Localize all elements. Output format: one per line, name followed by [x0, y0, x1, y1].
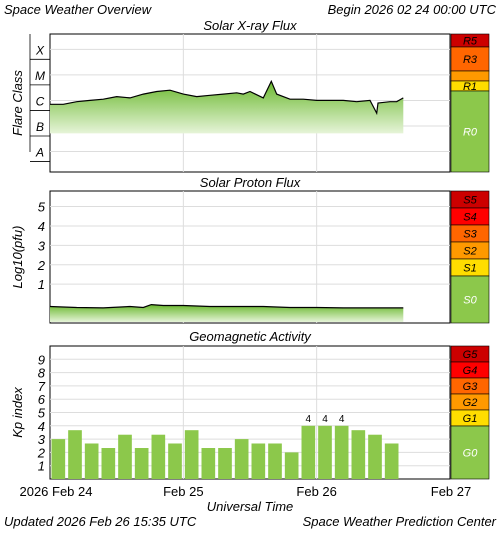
y-tick-label: 1: [38, 459, 45, 474]
kp-bar: [168, 443, 182, 479]
y-axis-label: Kp index: [10, 387, 25, 438]
kp-bar: [151, 434, 166, 479]
scale-band-label: G2: [463, 397, 478, 409]
panel-1: Solar Proton Flux Log10(pfu) 1 2 3 4 5 S5 S4 S3 S2…: [10, 175, 490, 324]
scale-band-label: G0: [463, 448, 479, 460]
time-axis: 2026 Feb 24 Feb 25 Feb 26 Feb 27 Universal T…: [19, 484, 471, 514]
series-area: [50, 304, 404, 322]
y-axis-label: Log10(pfu): [10, 226, 25, 289]
y-tick-label: 5: [38, 200, 46, 215]
kp-bar: [118, 434, 132, 479]
scale-band-label: S0: [463, 295, 477, 307]
series-line: [50, 79, 404, 116]
kp-bar: [268, 443, 282, 479]
header-right: Begin 2026 02 24 00:00 UTC: [328, 2, 497, 17]
kp-bar: [184, 430, 199, 479]
kp-bar: [134, 448, 149, 479]
y-tick-label: B: [36, 120, 44, 134]
x-axis-title: Universal Time: [207, 499, 294, 514]
scale-band: [450, 275, 490, 324]
series-line: [49, 303, 404, 309]
scale-band-label: G5: [463, 349, 479, 361]
plot-frame: [49, 190, 451, 324]
x-tick-label: Feb 27: [431, 484, 471, 499]
scale-band: [450, 46, 490, 72]
y-tick-label: 3: [38, 432, 46, 447]
scale-band: [450, 90, 490, 173]
scale-band-label: S1: [463, 263, 476, 275]
kp-bar: [101, 448, 116, 479]
y-tick-label: 9: [38, 352, 45, 367]
footer-right: Space Weather Prediction Center: [303, 514, 497, 529]
kp-bar: [201, 448, 216, 479]
y-tick-label: 2: [37, 445, 46, 460]
scale-band-label: R0: [463, 127, 478, 139]
y-tick-label: M: [35, 69, 45, 83]
kp-bar: [301, 425, 316, 479]
scale-band: [450, 70, 490, 82]
y-tick-label: X: [35, 43, 45, 57]
kp-bar: [334, 425, 349, 479]
kp-bar: [351, 430, 366, 479]
kp-bar: [51, 439, 66, 479]
scale-band-label: R1: [463, 81, 477, 93]
kp-bar-label: 4: [306, 414, 312, 425]
x-tick-label: Feb 26: [296, 484, 336, 499]
scale-band-label: S3: [463, 229, 477, 241]
kp-bar: [318, 425, 332, 479]
x-tick-label: Feb 25: [163, 484, 203, 499]
kp-bar: [234, 439, 249, 479]
y-tick-label: A: [35, 146, 44, 160]
y-tick-label: 5: [38, 406, 46, 421]
kp-bar: [251, 443, 266, 479]
scale-band-label: S2: [463, 246, 476, 258]
scale-band-label: R5: [463, 36, 478, 48]
scale-band-label: S4: [463, 212, 476, 224]
panel-title: Solar Proton Flux: [200, 175, 301, 190]
y-tick-label: 4: [38, 219, 45, 234]
panel-title: Geomagnetic Activity: [189, 329, 312, 344]
kp-bar: [368, 434, 382, 479]
footer-left: Updated 2026 Feb 26 15:35 UTC: [4, 514, 197, 529]
kp-bar: [68, 430, 82, 479]
scale-band-label: G4: [463, 365, 478, 377]
kp-bar-label: 4: [322, 414, 328, 425]
kp-bar-label: 4: [339, 414, 345, 425]
kp-bar: [218, 448, 232, 479]
kp-bar: [384, 443, 399, 479]
y-tick-label: C: [36, 94, 45, 108]
series-area: [50, 81, 404, 134]
kp-bar: [84, 443, 99, 479]
scale-band-label: G1: [463, 413, 478, 425]
panel-title: Solar X-ray Flux: [203, 18, 297, 33]
y-tick-label: 2: [37, 258, 46, 273]
scale-band-label: G3: [463, 381, 479, 393]
scale-band-label: R3: [463, 54, 478, 66]
scale-band-label: S5: [463, 195, 477, 207]
scale-band: [450, 425, 490, 480]
y-axis-label: Flare Class: [10, 70, 25, 136]
y-tick-label: 1: [38, 277, 45, 292]
kp-bar: [284, 452, 299, 479]
y-tick-label: 3: [38, 238, 46, 253]
header-left: Space Weather Overview: [4, 2, 153, 17]
y-tick-label: 7: [38, 379, 46, 394]
x-tick-label: 2026 Feb 24: [19, 484, 92, 499]
y-tick-label: 6: [38, 392, 46, 407]
y-tick-label: 4: [38, 419, 45, 434]
y-tick-label: 8: [38, 366, 46, 381]
